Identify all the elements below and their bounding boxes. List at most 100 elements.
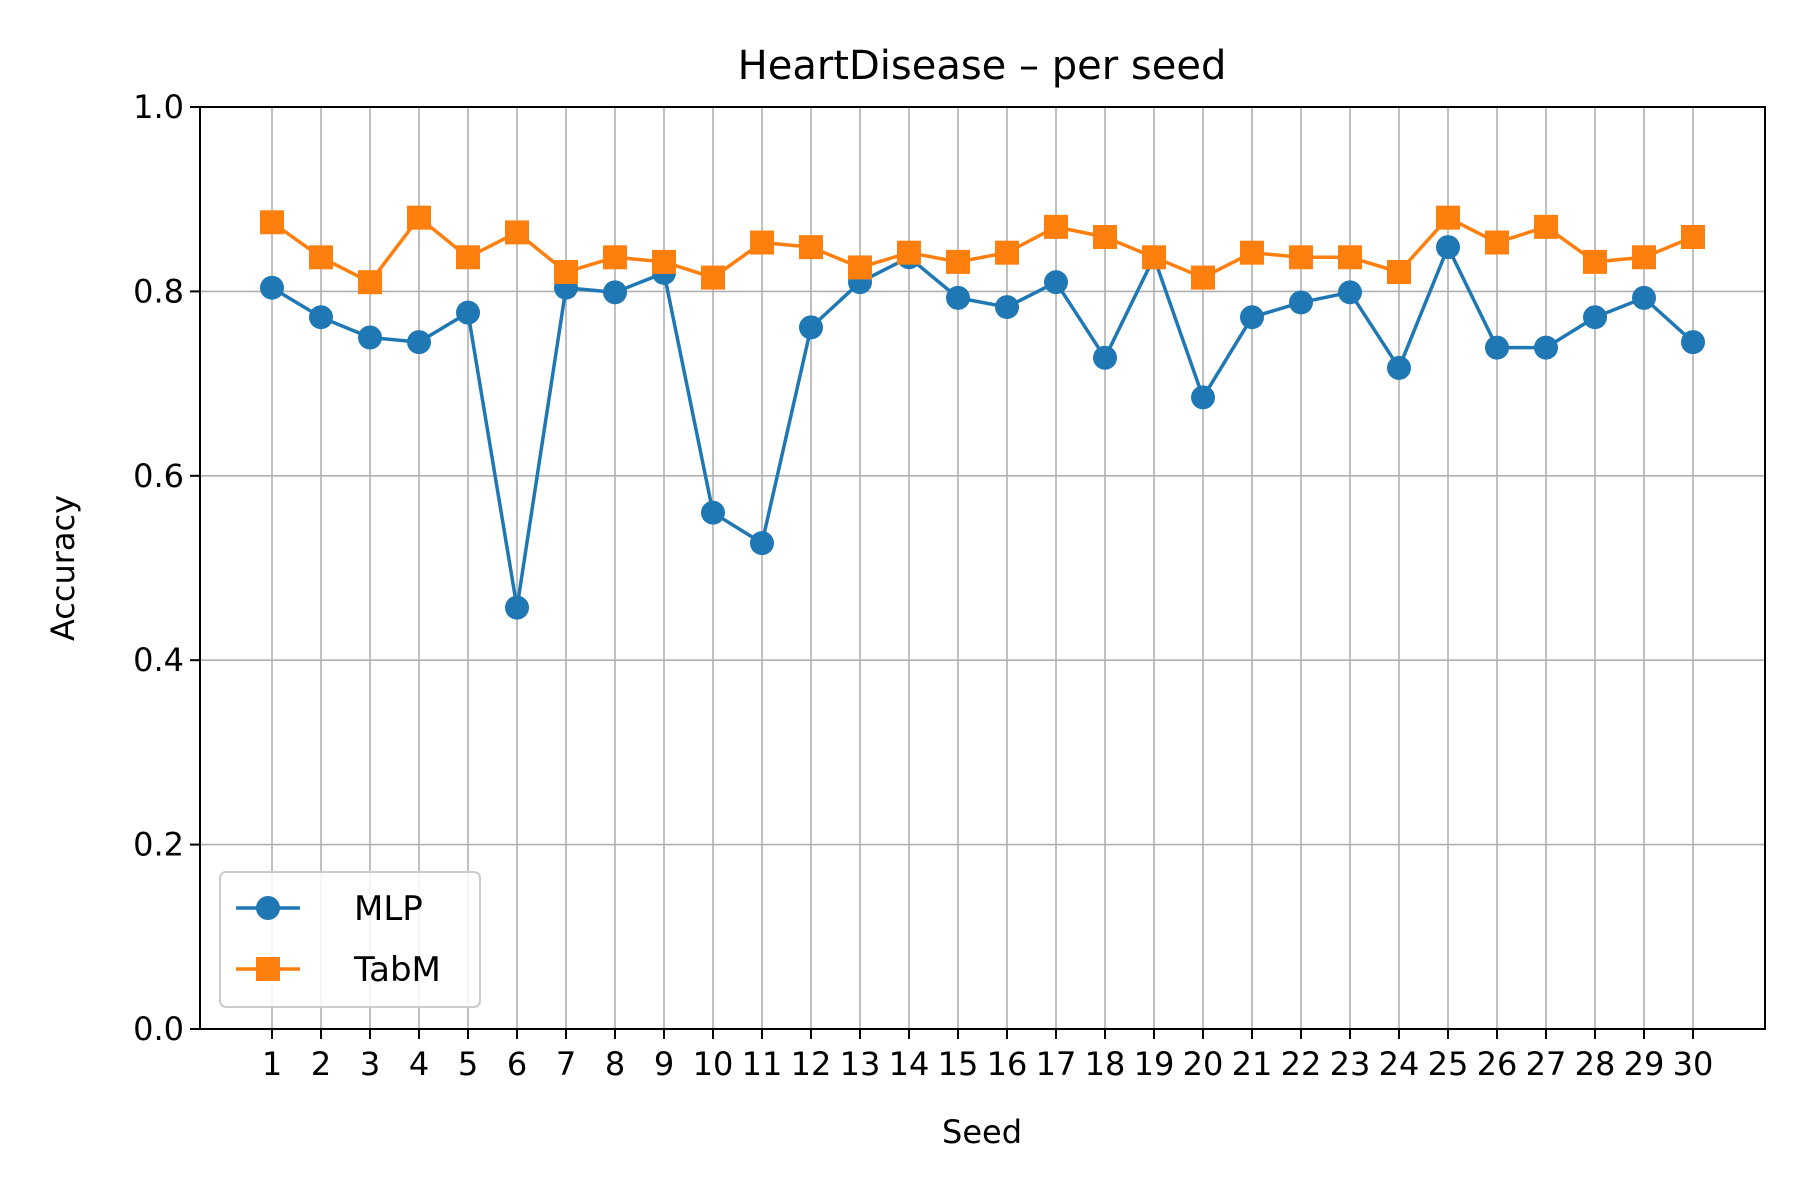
data-point-mlp [309,305,333,330]
data-point-mlp [505,595,529,620]
data-point-mlp [1387,355,1411,380]
y-axis-label: Accuracy [44,495,82,641]
data-point-mlp [750,531,774,556]
x-tick-label: 29 [1624,1045,1665,1083]
x-tick-label: 10 [693,1045,734,1083]
data-point-tabm [897,240,921,265]
data-point-mlp [1338,280,1362,305]
data-point-mlp [1436,235,1460,260]
data-point-mlp [1191,385,1215,410]
x-tick-label: 12 [791,1045,832,1083]
data-point-tabm [260,210,284,235]
y-tick-label: 0.6 [133,457,184,495]
data-point-mlp [1534,335,1558,360]
data-point-mlp [358,325,382,350]
data-point-mlp [1289,290,1313,315]
data-point-tabm [1338,245,1362,270]
data-point-tabm [1093,225,1117,250]
x-tick-label: 7 [556,1045,576,1083]
x-tick-label: 13 [840,1045,881,1083]
x-tick-label: 3 [360,1045,380,1083]
y-tick-label: 0.4 [133,641,184,679]
x-tick-label: 11 [742,1045,783,1083]
data-point-mlp [995,295,1019,320]
x-tick-label: 25 [1428,1045,1469,1083]
x-tick-label: 17 [1036,1045,1077,1083]
data-point-tabm [1632,245,1656,270]
data-point-mlp [1632,285,1656,310]
x-tick-label: 23 [1330,1045,1371,1083]
data-point-tabm [456,245,480,270]
y-tick-label: 0.0 [133,1010,184,1048]
data-point-mlp [407,330,431,355]
data-point-tabm [1240,240,1264,265]
data-point-mlp [1240,305,1264,330]
data-point-tabm [799,235,823,260]
data-point-tabm [995,240,1019,265]
data-point-tabm [603,245,627,270]
x-tick-label: 27 [1526,1045,1567,1083]
legend-box [219,871,481,1008]
data-point-tabm [1044,214,1068,239]
data-point-mlp [799,315,823,340]
legend-label-mlp: MLP [354,889,423,929]
x-tick-label: 2 [311,1045,331,1083]
data-point-mlp [1044,270,1068,295]
data-point-mlp [1583,305,1607,330]
legend-marker-mlp [256,896,280,920]
data-point-mlp [946,285,970,310]
data-point-mlp [1485,335,1509,360]
data-point-tabm [1289,245,1313,270]
data-point-tabm [1387,260,1411,285]
x-tick-label: 5 [458,1045,478,1083]
data-point-tabm [505,220,529,245]
x-tick-label: 15 [938,1045,979,1083]
y-tick-label: 1.0 [133,88,184,126]
x-tick-label: 14 [889,1045,930,1083]
data-point-tabm [554,260,578,285]
y-axis: 0.0 0.2 0.4 0.6 0.8 1.0 [133,88,200,1048]
x-tick-label: 21 [1232,1045,1273,1083]
data-point-tabm [1142,245,1166,270]
series-line-mlp [271,245,1695,610]
data-point-tabm [652,249,676,274]
x-tick-label: 30 [1673,1045,1714,1083]
data-point-tabm [1485,230,1509,255]
data-point-mlp [1681,330,1705,355]
legend: MLP TabM [219,871,481,1008]
x-tick-label: 9 [654,1045,674,1083]
x-axis-label: Seed [942,1113,1022,1151]
data-point-tabm [1681,225,1705,250]
series-layer [260,205,1705,620]
x-axis: 1 2 3 4 5 6 7 8 9 10 11 12 13 14 15 16 17 18 19 20 21 22 23 24 2… [262,1029,1714,1083]
data-point-tabm [1191,265,1215,290]
x-tick-label: 22 [1281,1045,1322,1083]
x-tick-label: 18 [1085,1045,1126,1083]
x-tick-label: 16 [987,1045,1028,1083]
y-tick-label: 0.8 [133,272,184,310]
chart-title: HeartDisease – per seed [738,43,1227,89]
data-point-tabm [750,230,774,255]
data-point-mlp [260,275,284,300]
x-tick-label: 26 [1477,1045,1518,1083]
data-point-mlp [1093,345,1117,370]
legend-label-tabm: TabM [353,950,441,990]
data-point-mlp [701,500,725,525]
data-point-tabm [358,270,382,295]
x-tick-label: 8 [605,1045,625,1083]
x-tick-label: 24 [1379,1045,1420,1083]
plot-frame [199,106,1766,1030]
x-tick-label: 28 [1575,1045,1616,1083]
data-point-tabm [407,205,431,230]
data-point-tabm [1583,249,1607,274]
data-point-tabm [946,249,970,274]
x-tick-label: 6 [507,1045,527,1083]
data-point-tabm [1534,214,1558,239]
data-point-mlp [456,300,480,325]
x-tick-label: 4 [409,1045,429,1083]
data-point-tabm [701,265,725,290]
y-tick-label: 0.2 [133,826,184,864]
x-tick-label: 20 [1183,1045,1224,1083]
